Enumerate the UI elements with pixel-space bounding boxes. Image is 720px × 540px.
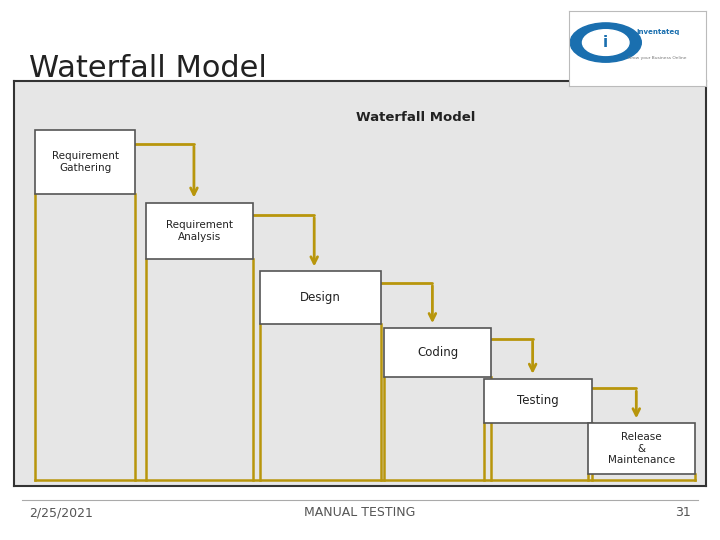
FancyBboxPatch shape [485, 379, 592, 423]
FancyBboxPatch shape [35, 130, 135, 194]
FancyBboxPatch shape [260, 271, 381, 324]
Text: Waterfall Model: Waterfall Model [29, 54, 266, 83]
FancyBboxPatch shape [588, 423, 696, 474]
Text: Testing: Testing [517, 394, 559, 408]
Text: i: i [603, 35, 608, 50]
Text: MANUAL TESTING: MANUAL TESTING [305, 507, 415, 519]
Circle shape [570, 23, 642, 62]
Text: inventateq: inventateq [636, 29, 680, 35]
Text: Design: Design [300, 291, 341, 304]
Text: Requirement
Gathering: Requirement Gathering [52, 151, 119, 173]
Text: Requirement
Analysis: Requirement Analysis [166, 220, 233, 241]
FancyBboxPatch shape [384, 328, 491, 377]
Text: Release
&
Maintenance: Release & Maintenance [608, 432, 675, 465]
Text: 2/25/2021: 2/25/2021 [29, 507, 93, 519]
Text: Grow your Business Online: Grow your Business Online [629, 56, 687, 60]
Text: Waterfall Model: Waterfall Model [356, 111, 475, 124]
FancyBboxPatch shape [145, 202, 253, 259]
Circle shape [582, 30, 629, 56]
Text: 31: 31 [675, 507, 691, 519]
Text: Coding: Coding [417, 346, 459, 359]
